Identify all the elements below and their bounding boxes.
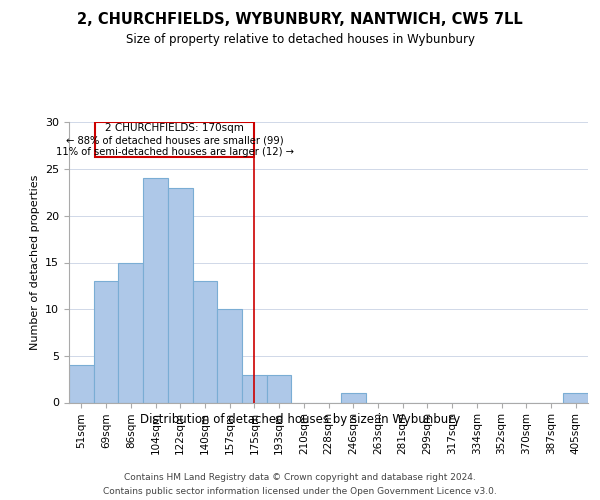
Text: Contains public sector information licensed under the Open Government Licence v3: Contains public sector information licen… [103, 488, 497, 496]
Bar [143, 178, 168, 402]
Text: 2, CHURCHFIELDS, WYBUNBURY, NANTWICH, CW5 7LL: 2, CHURCHFIELDS, WYBUNBURY, NANTWICH, CW… [77, 12, 523, 28]
Bar [563, 393, 588, 402]
Bar [341, 393, 365, 402]
Text: 11% of semi-detached houses are larger (12) →: 11% of semi-detached houses are larger (… [56, 147, 293, 157]
Bar [69, 365, 94, 403]
Bar [217, 309, 242, 402]
Text: ← 88% of detached houses are smaller (99): ← 88% of detached houses are smaller (99… [66, 136, 283, 145]
Bar [95, 122, 254, 157]
Bar [94, 281, 118, 402]
Bar [267, 374, 292, 402]
Y-axis label: Number of detached properties: Number of detached properties [29, 175, 40, 350]
Text: Size of property relative to detached houses in Wybunbury: Size of property relative to detached ho… [125, 32, 475, 46]
Bar [168, 188, 193, 402]
Text: Distribution of detached houses by size in Wybunbury: Distribution of detached houses by size … [140, 412, 460, 426]
Bar [118, 262, 143, 402]
Text: 2 CHURCHFIELDS: 170sqm: 2 CHURCHFIELDS: 170sqm [105, 123, 244, 133]
Bar [242, 374, 267, 402]
Text: Contains HM Land Registry data © Crown copyright and database right 2024.: Contains HM Land Registry data © Crown c… [124, 472, 476, 482]
Bar [193, 281, 217, 402]
